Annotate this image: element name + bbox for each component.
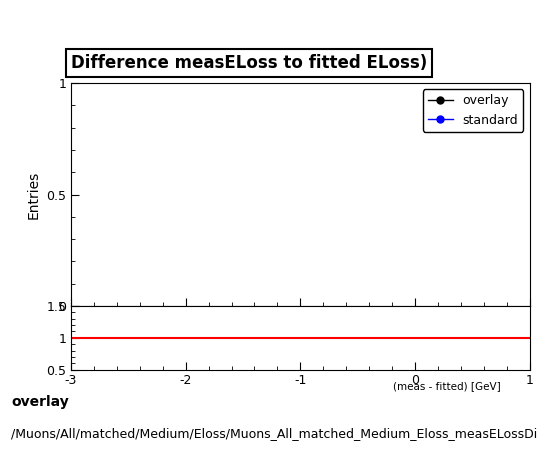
Legend: overlay, standard: overlay, standard <box>423 90 524 132</box>
Text: Difference measELoss to fitted ELoss): Difference measELoss to fitted ELoss) <box>71 54 427 72</box>
Y-axis label: Entries: Entries <box>27 170 40 219</box>
Text: /Muons/All/matched/Medium/Eloss/Muons_All_matched_Medium_Eloss_measELossDi: /Muons/All/matched/Medium/Eloss/Muons_Al… <box>11 427 537 440</box>
Text: (meas - fitted) [GeV]: (meas - fitted) [GeV] <box>393 381 501 391</box>
Text: overlay: overlay <box>11 395 69 409</box>
